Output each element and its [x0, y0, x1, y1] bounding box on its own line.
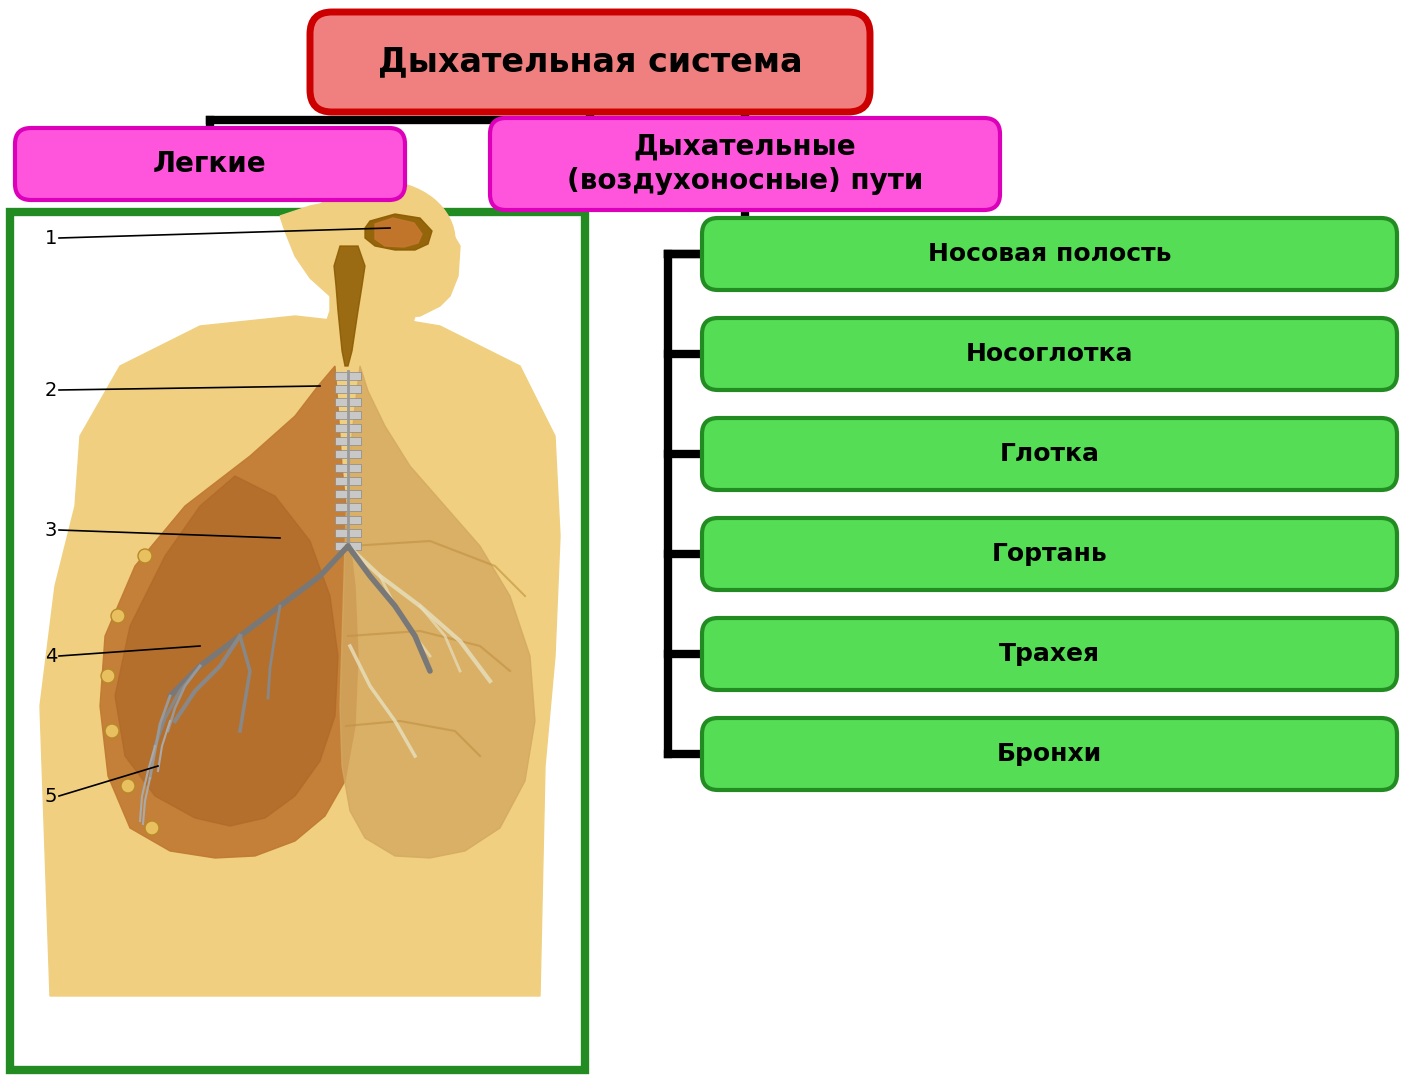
Circle shape: [104, 724, 119, 738]
FancyBboxPatch shape: [702, 518, 1396, 590]
FancyBboxPatch shape: [702, 418, 1396, 490]
Circle shape: [121, 779, 136, 793]
FancyBboxPatch shape: [702, 218, 1396, 290]
FancyBboxPatch shape: [490, 118, 1000, 210]
Bar: [335, 438, 361, 445]
Text: Дыхательная система: Дыхательная система: [377, 46, 802, 78]
Polygon shape: [100, 366, 359, 858]
Text: Глотка: Глотка: [1000, 442, 1100, 466]
FancyBboxPatch shape: [702, 718, 1396, 790]
Text: 2: 2: [45, 380, 58, 400]
Bar: [335, 451, 361, 458]
Text: 3: 3: [45, 520, 58, 540]
Text: Носоглотка: Носоглотка: [966, 342, 1134, 366]
Polygon shape: [364, 214, 432, 250]
Polygon shape: [335, 247, 364, 366]
Text: Носовая полость: Носовая полость: [928, 242, 1171, 266]
Text: Трахея: Трахея: [998, 642, 1100, 666]
Bar: [335, 425, 361, 432]
Bar: [335, 412, 361, 419]
Bar: [335, 372, 361, 380]
FancyBboxPatch shape: [702, 618, 1396, 690]
Bar: [335, 477, 361, 484]
Bar: [335, 386, 361, 393]
Polygon shape: [114, 476, 337, 826]
Polygon shape: [280, 195, 460, 318]
Bar: [335, 516, 361, 523]
FancyBboxPatch shape: [16, 128, 405, 200]
Bar: [335, 399, 361, 406]
Bar: [10, 212, 585, 1070]
Bar: [335, 490, 361, 497]
Text: Легкие: Легкие: [152, 150, 267, 178]
Bar: [335, 464, 361, 471]
Text: Бронхи: Бронхи: [997, 742, 1103, 766]
Text: 1: 1: [45, 228, 58, 248]
Text: Гортань: Гортань: [991, 542, 1107, 566]
FancyBboxPatch shape: [311, 12, 870, 112]
Circle shape: [102, 669, 114, 683]
Circle shape: [145, 821, 160, 835]
FancyBboxPatch shape: [702, 318, 1396, 390]
Circle shape: [112, 609, 126, 623]
Bar: [335, 542, 361, 550]
Circle shape: [138, 550, 152, 563]
Polygon shape: [340, 366, 535, 858]
Ellipse shape: [305, 181, 455, 301]
Text: 5: 5: [45, 786, 58, 806]
Text: Дыхательные
(воздухоносные) пути: Дыхательные (воздухоносные) пути: [566, 132, 923, 195]
Polygon shape: [40, 316, 561, 996]
Polygon shape: [376, 218, 422, 247]
Text: 4: 4: [45, 646, 58, 666]
Bar: [335, 503, 361, 510]
Polygon shape: [325, 296, 415, 378]
Bar: [335, 529, 361, 536]
